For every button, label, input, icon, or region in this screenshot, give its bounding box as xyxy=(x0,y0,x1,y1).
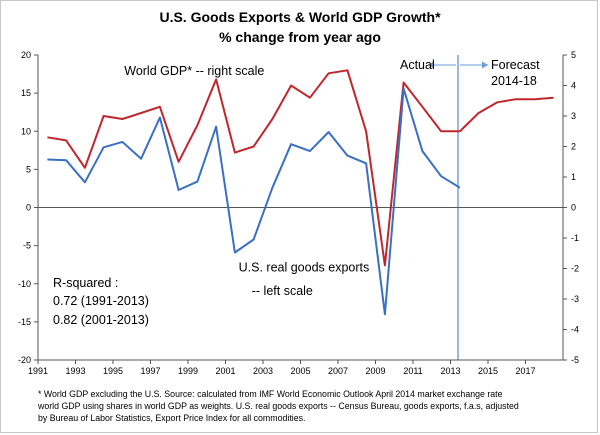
x-tick-label: 2015 xyxy=(478,366,498,376)
left-tick-label: 20 xyxy=(21,50,31,60)
x-tick-label: 2003 xyxy=(253,366,273,376)
right-tick-label: 1 xyxy=(571,172,576,182)
x-tick-label: 1993 xyxy=(65,366,85,376)
left-tick-label: -20 xyxy=(18,355,31,365)
world-gdp-line xyxy=(47,69,554,267)
left-tick-label: 5 xyxy=(26,164,31,174)
x-tick-label: 2013 xyxy=(440,366,460,376)
exports-label-line2: -- left scale xyxy=(252,284,313,298)
x-tick-label: 1999 xyxy=(178,366,198,376)
x-tick-label: 2017 xyxy=(515,366,535,376)
right-tick-label: -3 xyxy=(571,294,579,304)
right-tick-label: 3 xyxy=(571,111,576,121)
forecast-label-line2: 2014-18 xyxy=(491,74,537,88)
right-tick-label: -5 xyxy=(571,355,579,365)
forecast-arrow-head xyxy=(482,61,488,69)
right-tick-label: 4 xyxy=(571,81,576,91)
x-tick-label: 1997 xyxy=(140,366,160,376)
right-axis-ticks: 5 4 3 2 1 0 -1 -2 -3 -4 -5 xyxy=(563,50,579,365)
x-tick-label: 2001 xyxy=(215,366,235,376)
left-tick-label: 0 xyxy=(26,203,31,213)
chart-title: U.S. Goods Exports & World GDP Growth* xyxy=(159,9,441,25)
x-tick-label: 2005 xyxy=(290,366,310,376)
r-squared-value-2: 0.82 (2001-2013) xyxy=(53,313,149,327)
right-tick-label: -4 xyxy=(571,325,579,335)
right-tick-label: 5 xyxy=(571,50,576,60)
x-tick-label: 1995 xyxy=(103,366,123,376)
right-tick-label: 0 xyxy=(571,203,576,213)
footnote-line-3: by Bureau of Labor Statistics, Export Pr… xyxy=(38,413,305,423)
left-tick-label: -10 xyxy=(18,279,31,289)
left-tick-label: -15 xyxy=(18,317,31,327)
right-tick-label: -1 xyxy=(571,233,579,243)
x-tick-label: 2009 xyxy=(365,366,385,376)
right-tick-label: -2 xyxy=(571,264,579,274)
r-squared-title: R-squared : xyxy=(53,276,118,290)
left-axis-ticks: 20 15 10 5 0 -5 -10 -15 -20 xyxy=(18,50,38,365)
left-tick-label: 15 xyxy=(21,88,31,98)
us-exports-line xyxy=(47,87,461,316)
footnote-line-2: world GDP using shares in world GDP as w… xyxy=(37,401,519,411)
x-tick-label: 2011 xyxy=(403,366,422,376)
r-squared-value-1: 0.72 (1991-2013) xyxy=(53,294,149,308)
forecast-label-line1: Forecast xyxy=(491,58,540,72)
actual-forecast-arrows xyxy=(428,61,488,69)
x-axis-ticks: 1991 1993 1995 1997 1999 2001 2003 2005 2007 2009… xyxy=(28,360,536,376)
x-tick-label: 1991 xyxy=(28,366,48,376)
footnote-line-1: * World GDP excluding the U.S. Source: c… xyxy=(38,389,503,399)
chart-subtitle: % change from year ago xyxy=(219,29,381,45)
actual-label: Actual xyxy=(400,58,435,72)
left-tick-label: 10 xyxy=(21,126,31,136)
actual-arrow-head xyxy=(428,61,434,69)
left-tick-label: -5 xyxy=(23,241,31,251)
world-gdp-label: World GDP* -- right scale xyxy=(124,64,264,78)
right-tick-label: 2 xyxy=(571,142,576,152)
x-tick-label: 2007 xyxy=(328,366,348,376)
exports-label-line1: U.S. real goods exports xyxy=(239,261,370,275)
series-group xyxy=(47,69,554,316)
